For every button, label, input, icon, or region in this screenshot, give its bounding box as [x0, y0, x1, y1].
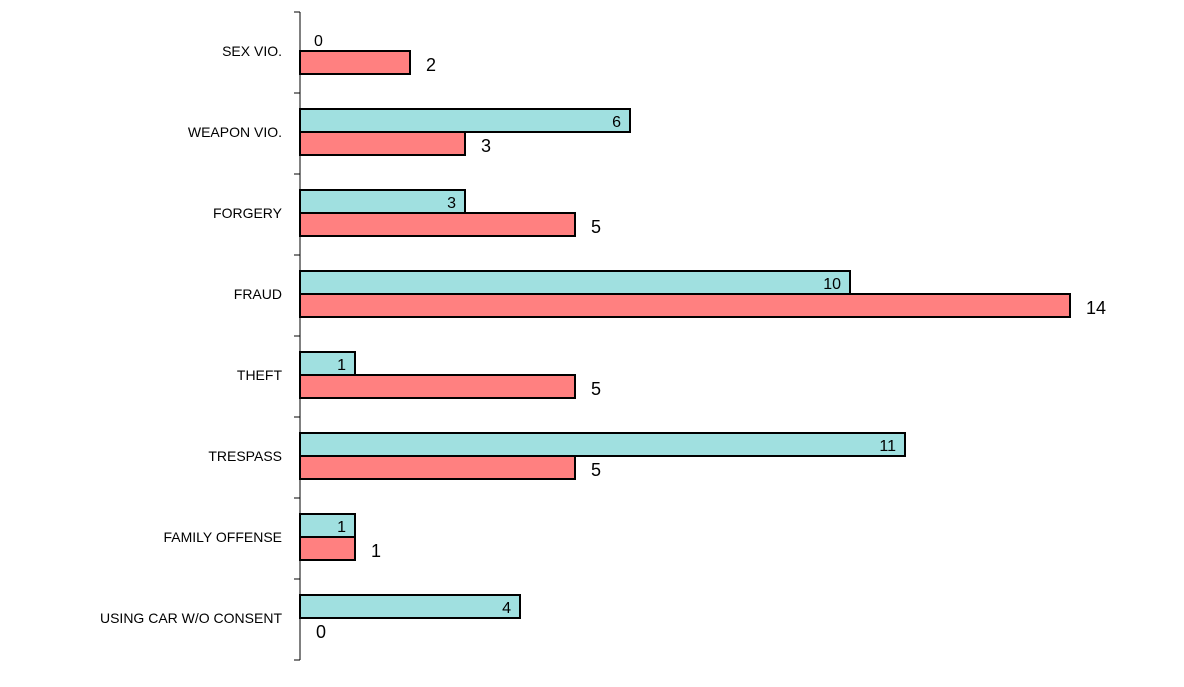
bar-series-1 — [299, 351, 356, 376]
bar-series-1 — [299, 108, 631, 133]
data-label-series-1: 6 — [612, 114, 621, 131]
category-label: WEAPON VIO. — [188, 124, 282, 140]
data-label-series-2: 2 — [426, 55, 436, 75]
category-label: FORGERY — [213, 205, 283, 221]
bar-series-1 — [299, 513, 356, 538]
data-label-series-2: 3 — [481, 136, 491, 156]
axis-layer — [294, 11, 301, 661]
bar-series-2 — [299, 374, 576, 399]
data-label-series-1: 1 — [337, 357, 346, 374]
bar-series-2 — [299, 131, 466, 156]
data-label-series-1: 10 — [823, 276, 841, 293]
data-label-series-1: 11 — [879, 438, 896, 455]
bars-layer — [299, 50, 1071, 619]
data-label-series-1: 1 — [337, 519, 346, 536]
bar-series-1 — [299, 432, 906, 457]
category-label: THEFT — [237, 367, 283, 383]
data-label-series-1: 0 — [314, 33, 323, 50]
bar-series-2 — [299, 536, 356, 561]
data-label-series-2: 5 — [591, 217, 601, 237]
bar-series-1 — [299, 189, 466, 214]
data-label-series-2: 5 — [591, 379, 601, 399]
data-label-series-2: 5 — [591, 460, 601, 480]
data-label-series-2: 0 — [316, 622, 326, 642]
bar-series-2 — [299, 212, 576, 237]
bar-series-2 — [299, 293, 1071, 318]
data-label-series-1: 4 — [502, 600, 511, 617]
category-label: FAMILY OFFENSE — [163, 529, 282, 545]
category-label: SEX VIO. — [222, 43, 282, 59]
data-label-series-2: 1 — [371, 541, 381, 561]
category-label: USING CAR W/O CONSENT — [100, 610, 282, 626]
bar-series-1 — [299, 270, 851, 295]
data-label-series-2: 14 — [1086, 298, 1106, 318]
bar-series-1 — [299, 594, 521, 619]
bar-series-2 — [299, 50, 411, 75]
bar-series-2 — [299, 455, 576, 480]
data-label-series-1: 3 — [447, 195, 456, 212]
category-label: FRAUD — [234, 286, 282, 302]
category-label: TRESPASS — [208, 448, 282, 464]
